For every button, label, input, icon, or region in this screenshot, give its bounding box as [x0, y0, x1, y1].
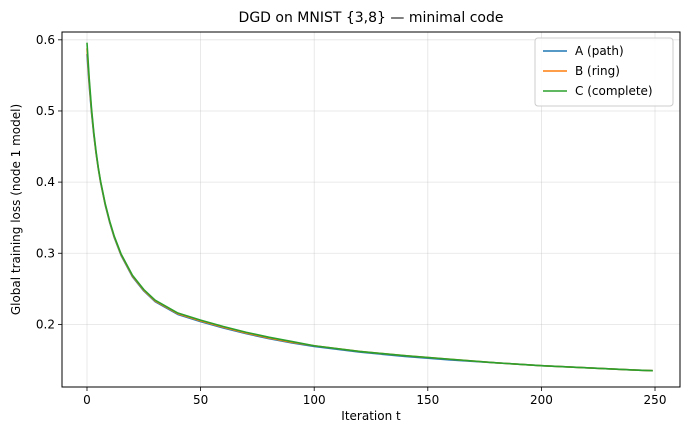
legend-box: [534, 37, 674, 107]
plot-frame: [61, 31, 681, 388]
series-layer: [86, 42, 653, 372]
chart-title: DGD on MNIST {3,8} — minimal code: [239, 10, 504, 26]
y-tick-label: 0.5: [36, 104, 55, 118]
series-3: [86, 42, 653, 372]
legend-label: C (complete): [575, 84, 653, 98]
x-axis-label: Iteration t: [341, 409, 401, 423]
legend-label: A (path): [575, 44, 624, 58]
tick-layer: 0 50 100 150 200 250 0.2 0.3 0.4 0.5 0.6: [36, 33, 667, 407]
x-tick-label: 200: [530, 393, 553, 407]
x-tick-label: 50: [193, 393, 208, 407]
legend: A (path) B (ring) C (complete): [534, 37, 674, 107]
legend-label: B (ring): [575, 64, 620, 78]
x-tick-label: 0: [83, 393, 91, 407]
x-tick-label: 250: [644, 393, 667, 407]
y-tick-label: 0.6: [36, 33, 55, 47]
x-tick-label: 150: [416, 393, 439, 407]
series-line: [86, 42, 653, 372]
y-axis-label: Global training loss (node 1 model): [9, 104, 23, 315]
y-tick-label: 0.3: [36, 246, 55, 260]
y-tick-label: 0.2: [36, 317, 55, 331]
x-tick-label: 100: [303, 393, 326, 407]
y-tick-label: 0.4: [36, 175, 55, 189]
